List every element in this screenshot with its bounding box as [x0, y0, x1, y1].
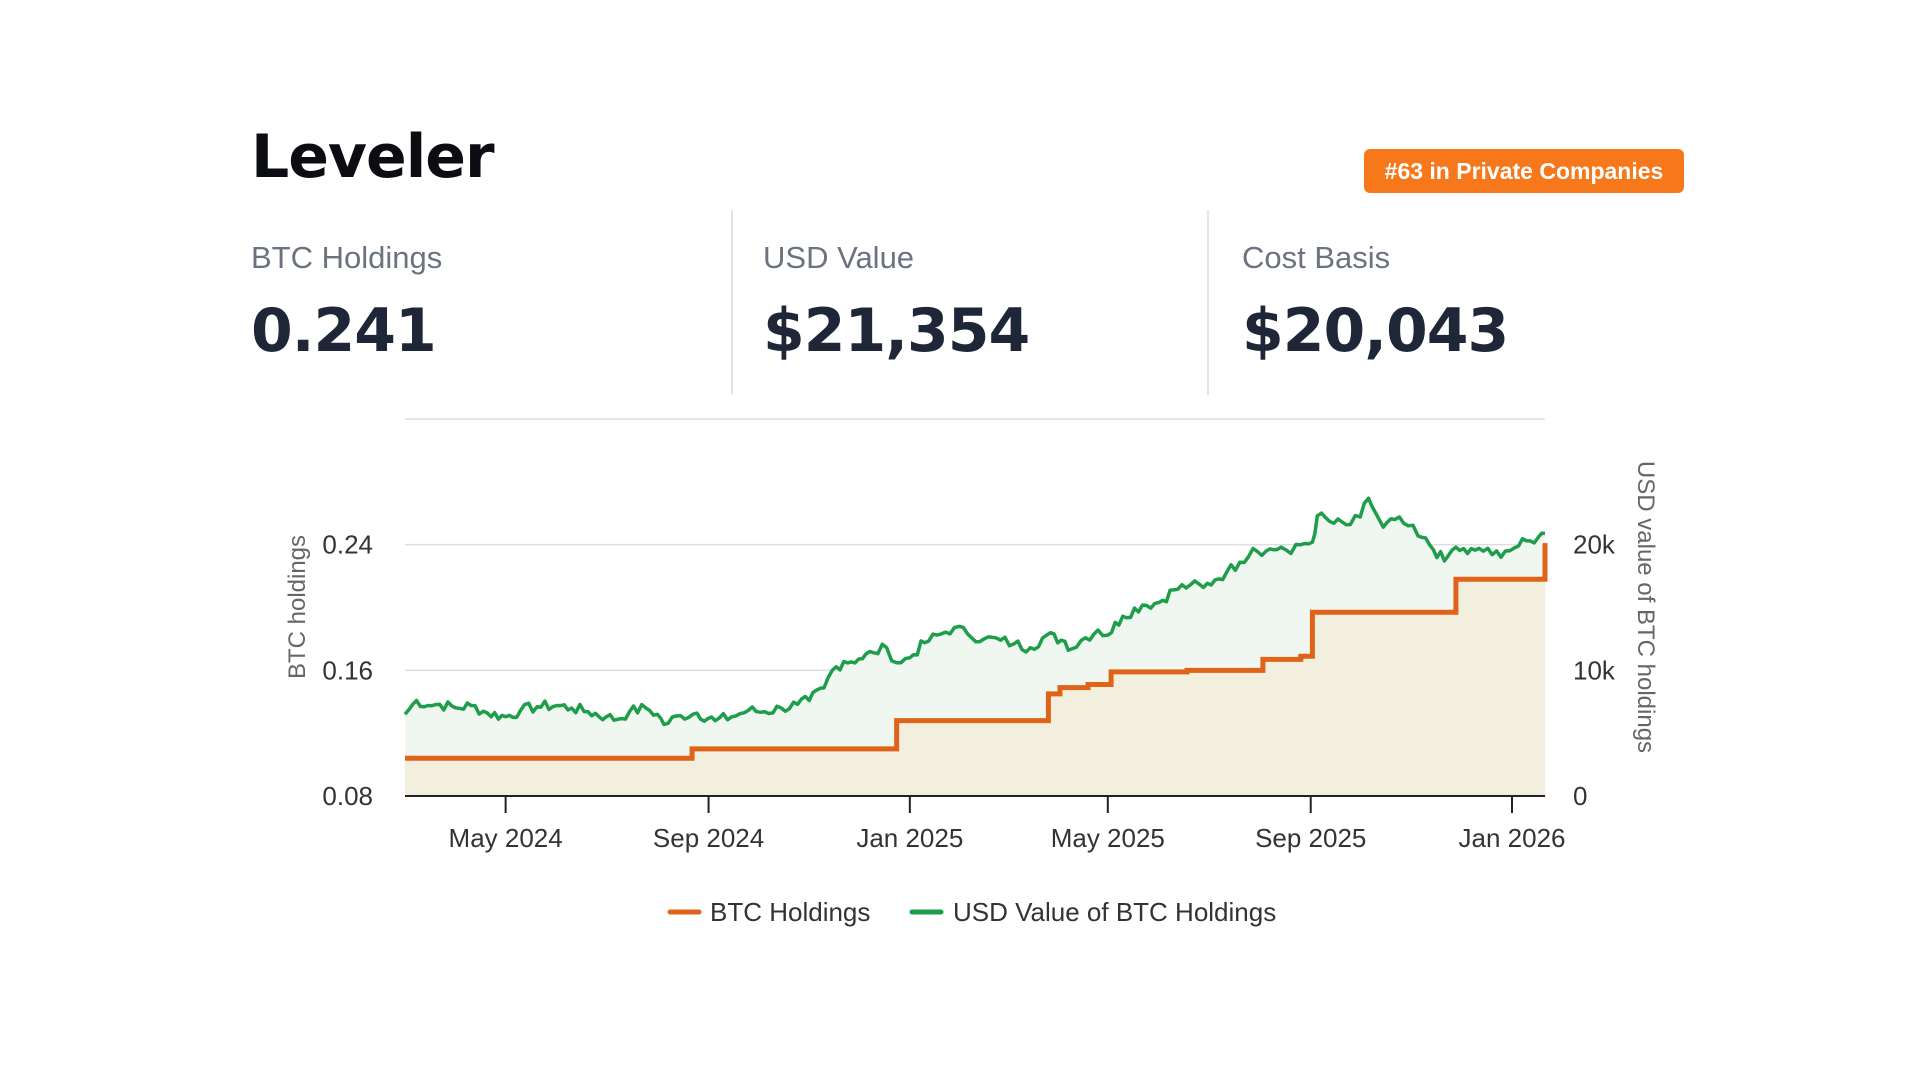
stat-divider: [1207, 210, 1209, 395]
stat-value: $20,043: [1242, 296, 1509, 366]
x-tick-label: May 2024: [449, 823, 563, 853]
usd-series-line: [403, 496, 1546, 727]
x-tick-label: Jan 2025: [856, 823, 963, 853]
btc-series-line: [405, 543, 1548, 761]
y2-tick-label: 0: [1573, 781, 1587, 811]
btc-area-fill: [405, 543, 1545, 796]
stat-btc-holdings: BTC Holdings 0.241: [251, 210, 442, 395]
y2-tick-label: 10k: [1573, 655, 1616, 685]
stat-usd-value: USD Value $21,354: [763, 210, 1030, 395]
stat-divider: [731, 210, 733, 395]
y2-axis-label: USD value of BTC holdings: [1632, 461, 1659, 753]
y-tick-label: 0.24: [322, 530, 373, 560]
rank-badge[interactable]: #63 in Private Companies: [1364, 149, 1684, 193]
page-title: Leveler: [251, 122, 495, 192]
stat-label: Cost Basis: [1242, 240, 1391, 275]
x-tick-label: May 2025: [1051, 823, 1165, 853]
x-tick-label: Sep 2025: [1255, 823, 1366, 853]
x-tick-label: Jan 2026: [1459, 823, 1566, 853]
stat-cost-basis: Cost Basis $20,043: [1242, 210, 1509, 395]
y2-tick-label: 20k: [1573, 530, 1616, 560]
legend-item-btc[interactable]: BTC Holdings: [710, 897, 870, 927]
chart-legend: BTC Holdings USD Value of BTC Holdings: [667, 897, 1276, 927]
y-axis-label: BTC holdings: [284, 535, 311, 679]
stat-value: $21,354: [763, 296, 1030, 366]
y-tick-label: 0.16: [322, 655, 373, 685]
stat-value: 0.241: [251, 296, 437, 366]
legend-item-usd[interactable]: USD Value of BTC Holdings: [953, 897, 1276, 927]
y-tick-label: 0.08: [322, 781, 373, 811]
x-tick-label: Sep 2024: [653, 823, 764, 853]
stat-label: USD Value: [763, 240, 915, 275]
stat-label: BTC Holdings: [251, 240, 443, 275]
